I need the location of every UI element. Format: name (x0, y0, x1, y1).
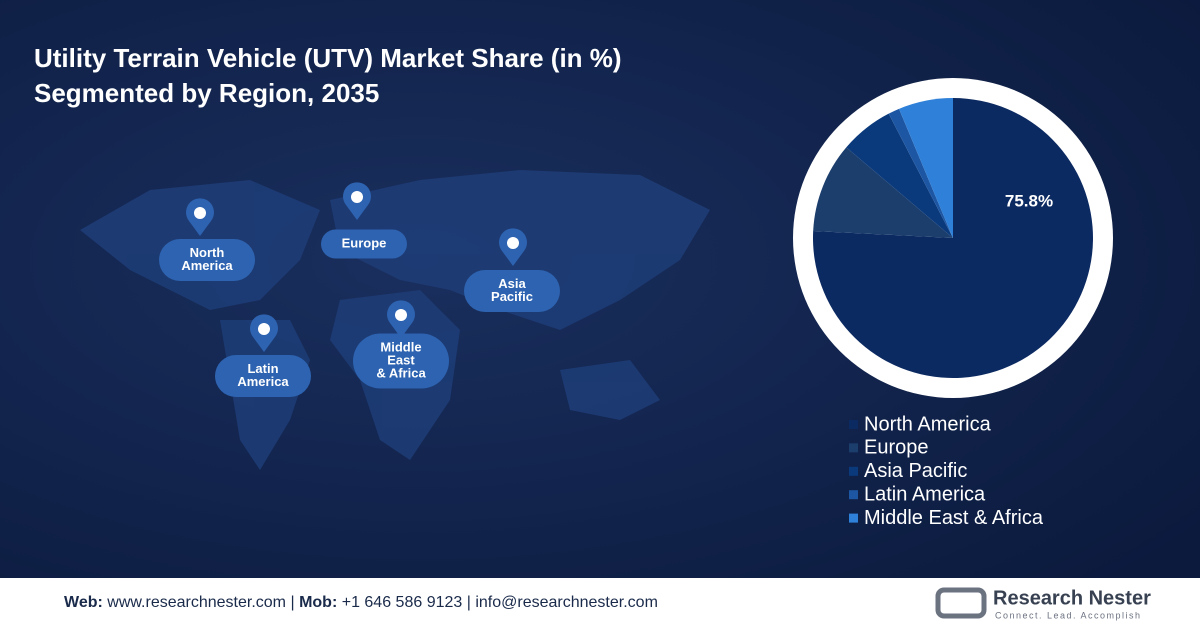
legend-swatch (849, 490, 858, 500)
legend-label: Latin America (864, 483, 986, 505)
legend-label: Middle East & Africa (864, 507, 1044, 529)
pin-dot (351, 191, 363, 203)
legend-swatch (849, 420, 858, 429)
pin-dot (395, 309, 407, 321)
pie-slice (888, 108, 953, 239)
chart-title: Utility Terrain Vehicle (UTV) Market Sha… (34, 43, 622, 73)
pie-slice (813, 98, 1094, 378)
legend-label: Europe (864, 437, 929, 459)
footer-label: Web: (64, 594, 103, 611)
pin-label-box (321, 229, 407, 259)
pin-label-box (159, 239, 255, 281)
pin-label: Middle (380, 339, 421, 354)
logo-tagline: Connect. Lead. Accomplish (995, 610, 1142, 620)
legend-swatch (849, 466, 858, 476)
footer-email: info@researchnester.com (475, 594, 658, 611)
pin-label: Europe (342, 235, 387, 250)
footer-band (0, 578, 1200, 628)
pin-label-box (353, 333, 449, 389)
pin-label: Asia (498, 276, 526, 291)
footer-sep: | (467, 594, 471, 611)
logo-icon (935, 587, 987, 619)
pin-dot (507, 237, 519, 249)
map-pins: NorthAmericaEuropeAsiaPacificLatinAmeric… (159, 182, 560, 397)
pin-label-box (464, 270, 560, 312)
logo-name: Research Nester (993, 587, 1151, 609)
data-label: 75.8% (1005, 192, 1053, 211)
pin-dot (194, 207, 206, 219)
legend-swatch (849, 513, 858, 523)
pin-label: America (181, 258, 233, 273)
footer-web: www.researchnester.com (106, 594, 286, 611)
pie: 75.8% (813, 98, 1094, 378)
pin-label: East (387, 352, 415, 367)
pin-label: & Africa (376, 365, 426, 380)
footer-mob: +1 646 586 9123 (342, 594, 463, 611)
pie-slice (846, 113, 953, 238)
pin-dot (258, 323, 270, 335)
chart-subtitle: Segmented by Region, 2035 (34, 78, 379, 108)
pie-slice (899, 98, 953, 238)
legend-swatch (849, 443, 858, 453)
pin-label: Latin (247, 361, 278, 376)
footer-sep: | (290, 594, 294, 611)
pin-label-box (215, 355, 311, 397)
pin-label: Pacific (491, 289, 533, 304)
pin-label: America (237, 374, 289, 389)
footer-text: Web: www.researchnester.com | Mob: +1 64… (64, 594, 658, 611)
pie-slice (813, 147, 953, 238)
footer-label: Mob: (299, 594, 337, 611)
pin-label: North (190, 245, 225, 260)
legend-label: North America (864, 413, 992, 435)
legend-label: Asia Pacific (864, 460, 967, 482)
